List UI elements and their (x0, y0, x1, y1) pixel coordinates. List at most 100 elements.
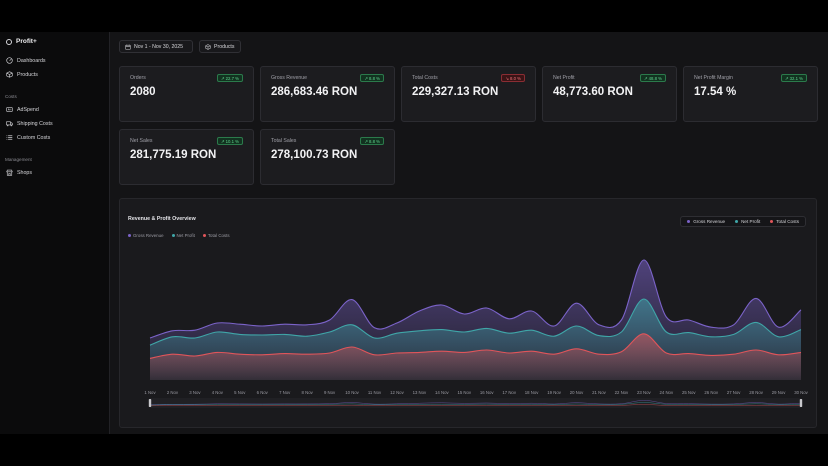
sidebar-item-dashboards[interactable]: Dashboards (6, 56, 46, 65)
metric-value: 286,683.46 RON (271, 86, 358, 98)
x-tick-label: 12 Nov (390, 390, 404, 395)
metric-title: Net Profit (553, 75, 575, 81)
brush-handle[interactable] (148, 399, 152, 407)
brush-handle[interactable] (799, 399, 803, 407)
x-tick-label: 19 Nov (547, 390, 561, 395)
app-window: Profit+ Dashboards Products Costs AdSpen… (0, 32, 828, 434)
metric-value: 281,775.19 RON (130, 149, 217, 161)
metric-card-net-profit-margin: Net Profit Margin ↗ 32.1 % 17.54 % (683, 66, 818, 122)
dot-icon (770, 220, 774, 223)
x-tick-label: 4 Nov (212, 390, 224, 395)
store-icon (6, 169, 13, 176)
metric-value: 2080 (130, 86, 156, 98)
dashboard-icon (6, 57, 13, 64)
sidebar-item-adspend[interactable]: AdSpend (6, 105, 39, 114)
products-filter[interactable]: Products (199, 40, 241, 53)
series-area-total-costs (150, 333, 801, 380)
truck-icon (6, 121, 13, 127)
sidebar-item-label: Shipping Costs (17, 120, 53, 127)
sidebar-item-label: Dashboards (17, 57, 46, 64)
main-content: Nov 1 - Nov 30, 2025 Products Orders ↗ 2… (110, 32, 828, 434)
section-label-management: Management (5, 157, 32, 162)
metric-value: 17.54 % (694, 86, 737, 98)
x-tick-label: 9 Nov (324, 390, 336, 395)
logo-icon (6, 38, 12, 45)
sidebar-item-shops[interactable]: Shops (6, 168, 32, 177)
date-range-picker[interactable]: Nov 1 - Nov 30, 2025 (119, 40, 193, 53)
dot-icon (735, 220, 739, 223)
x-tick-label: 21 Nov (592, 390, 606, 395)
x-tick-label: 18 Nov (525, 390, 539, 395)
toggle-label: Total Costs (776, 219, 799, 224)
dot-icon (128, 234, 131, 237)
legend-label: Gross Revenue (133, 233, 164, 238)
series-line-gross-revenue[interactable] (149, 259, 802, 339)
list-icon (6, 135, 13, 140)
x-tick-label: 7 Nov (279, 390, 291, 395)
metric-card-total-costs: Total Costs ↘ 8.0 % 229,327.13 RON (401, 66, 536, 122)
metric-value: 48,773.60 RON (553, 86, 633, 98)
legend-item-total-costs[interactable]: Total Costs (202, 233, 230, 238)
series-line-total-costs[interactable] (149, 333, 802, 359)
sidebar-item-products[interactable]: Products (6, 70, 38, 79)
x-tick-label: 5 Nov (234, 390, 246, 395)
date-range-label: Nov 1 - Nov 30, 2025 (134, 43, 184, 50)
trend-badge: ↗ 8.8 % (360, 137, 384, 145)
trend-badge: ↗ 32.1 % (780, 74, 807, 82)
legend-label: Net Profit (176, 233, 195, 238)
metric-value: 278,100.73 RON (271, 149, 358, 161)
legend-item-gross-revenue[interactable]: Gross Revenue (128, 233, 164, 238)
toggle-net-profit[interactable]: Net Profit (735, 219, 760, 224)
x-tick-label: 1 Nov (144, 390, 156, 395)
x-tick-label: 27 Nov (727, 390, 741, 395)
metric-card-gross-revenue: Gross Revenue ↗ 8.8 % 286,683.46 RON (260, 66, 395, 122)
sidebar: Profit+ Dashboards Products Costs AdSpen… (0, 32, 110, 434)
x-tick-label: 3 Nov (189, 390, 201, 395)
metric-card-orders: Orders ↗ 22.7 % 2080 (119, 66, 254, 122)
trend-badge: ↗ 48.8 % (639, 74, 666, 82)
x-tick-label: 6 Nov (257, 390, 269, 395)
legend-item-net-profit[interactable]: Net Profit (171, 233, 195, 238)
metric-title: Net Profit Margin (694, 75, 733, 81)
x-tick-label: 22 Nov (615, 390, 629, 395)
trend-badge: ↘ 8.0 % (501, 74, 525, 82)
toggle-gross-revenue[interactable]: Gross Revenue (687, 219, 725, 224)
section-label-costs: Costs (5, 94, 17, 99)
trend-badge: ↗ 8.8 % (360, 74, 384, 82)
toggle-label: Net Profit (741, 219, 761, 224)
chart-title: Revenue & Profit Overview (128, 216, 196, 222)
toggle-label: Gross Revenue (693, 219, 726, 224)
x-tick-label: 11 Nov (368, 390, 382, 395)
sidebar-item-label: Custom Costs (17, 134, 51, 141)
x-tick-label: 13 Nov (413, 390, 427, 395)
trend-badge: ↗ 22.7 % (216, 74, 243, 82)
x-tick-label: 16 Nov (480, 390, 494, 395)
x-tick-label: 26 Nov (704, 390, 718, 395)
toggle-total-costs[interactable]: Total Costs (770, 219, 799, 224)
box-icon (6, 71, 13, 78)
area-chart[interactable]: 1 Nov 2 Nov 3 Nov 4 Nov 5 Nov 6 Nov 7 Nov 8 Nov… (120, 199, 818, 429)
series-line-net-profit[interactable] (149, 298, 802, 346)
brand[interactable]: Profit+ (6, 38, 37, 45)
x-tick-label: 28 Nov (749, 390, 763, 395)
brush-preview-line (149, 404, 802, 407)
legend-label: Total Costs (207, 233, 230, 238)
sidebar-item-label: Products (17, 71, 38, 78)
brush-preview-line (149, 400, 802, 405)
sidebar-item-label: AdSpend (17, 106, 39, 113)
dot-icon (171, 234, 175, 237)
metric-title: Total Costs (412, 75, 438, 81)
x-tick-label: 14 Nov (435, 390, 449, 395)
metric-title: Net Sales (130, 138, 153, 144)
dot-icon (202, 234, 206, 237)
brush-preview-line (149, 402, 802, 406)
metric-value: 229,327.13 RON (412, 86, 499, 98)
x-tick-label: 24 Nov (659, 390, 673, 395)
sidebar-item-shipping-costs[interactable]: Shipping Costs (6, 119, 53, 128)
x-tick-label: 17 Nov (502, 390, 516, 395)
sidebar-item-custom-costs[interactable]: Custom Costs (6, 133, 50, 142)
x-tick-label: 8 Nov (302, 390, 314, 395)
x-tick-label: 29 Nov (772, 390, 786, 395)
x-tick-label: 10 Nov (345, 390, 359, 395)
x-tick-label: 15 Nov (457, 390, 471, 395)
